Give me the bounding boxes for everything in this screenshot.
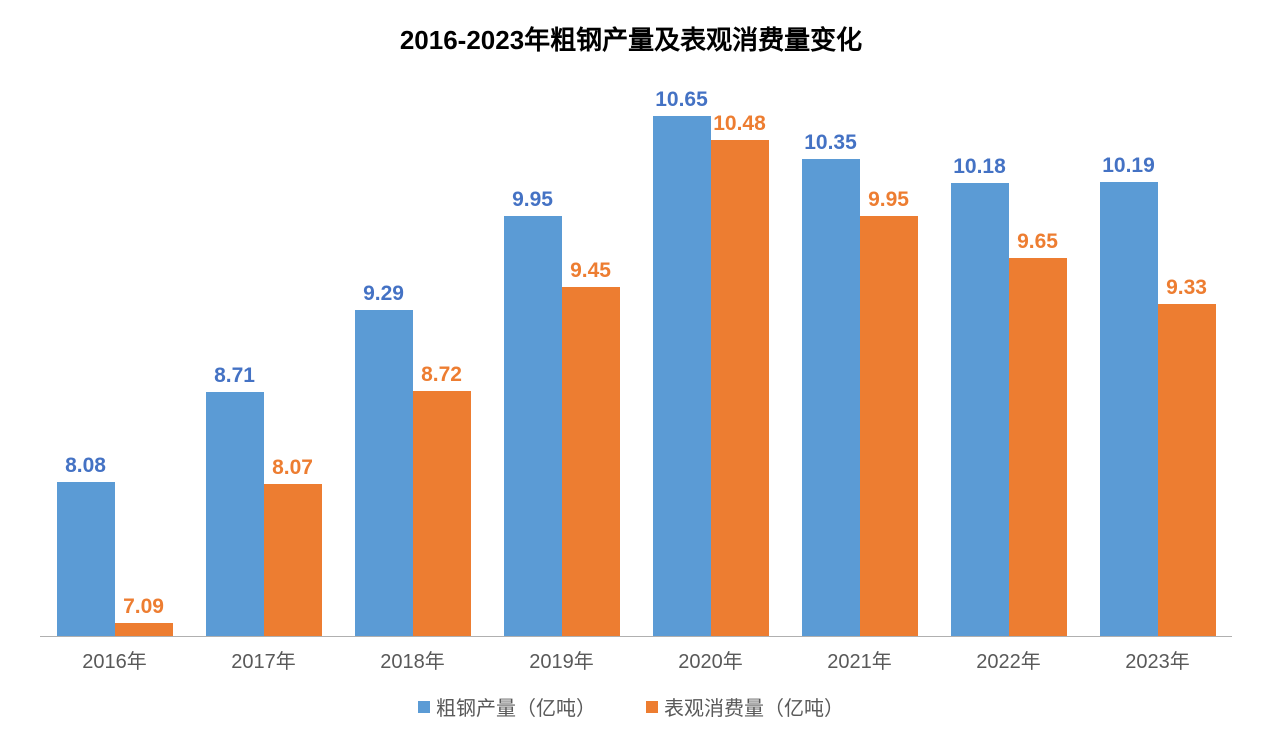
bar-value-label: 10.18 xyxy=(953,155,1006,179)
bar xyxy=(951,183,1009,636)
legend-item: 粗钢产量（亿吨） xyxy=(418,692,596,721)
bar xyxy=(57,482,115,636)
bar-group: 10.35 9.95 xyxy=(785,77,934,636)
bar xyxy=(653,116,711,636)
bar xyxy=(1009,258,1067,636)
bar-wrap: 8.07 xyxy=(264,77,322,636)
x-axis: 2016年2017年2018年2019年2020年2021年2022年2023年 xyxy=(40,645,1232,674)
x-axis-tick: 2020年 xyxy=(636,645,785,674)
bar xyxy=(355,310,413,636)
legend-label: 粗钢产量（亿吨） xyxy=(436,692,596,721)
bar-value-label: 9.65 xyxy=(1017,230,1058,254)
bar-wrap: 9.33 xyxy=(1158,77,1216,636)
bar-wrap: 8.08 xyxy=(57,77,115,636)
bar-value-label: 10.35 xyxy=(804,131,857,155)
bar-value-label: 10.48 xyxy=(713,112,766,136)
bar-value-label: 8.71 xyxy=(214,364,255,388)
bar-wrap: 10.65 xyxy=(653,77,711,636)
bar-value-label: 7.09 xyxy=(123,595,164,619)
bar xyxy=(504,216,562,636)
bar-group: 10.19 9.33 xyxy=(1083,77,1232,636)
chart-container: 2016-2023年粗钢产量及表观消费量变化 8.08 7.09 8.71 8.07 9… xyxy=(0,0,1262,740)
legend-swatch-icon xyxy=(646,701,658,713)
bar-group: 8.08 7.09 xyxy=(40,77,189,636)
x-axis-tick: 2022年 xyxy=(934,645,1083,674)
x-axis-tick: 2021年 xyxy=(785,645,934,674)
x-axis-tick: 2023年 xyxy=(1083,645,1232,674)
bar-value-label: 8.08 xyxy=(65,454,106,478)
bar-wrap: 10.48 xyxy=(711,77,769,636)
bar-wrap: 8.72 xyxy=(413,77,471,636)
x-axis-tick: 2019年 xyxy=(487,645,636,674)
bar xyxy=(562,287,620,636)
bar-value-label: 9.95 xyxy=(868,188,909,212)
bar-wrap: 10.18 xyxy=(951,77,1009,636)
bar xyxy=(413,391,471,636)
bar-value-label: 8.72 xyxy=(421,363,462,387)
plot-area: 8.087.098.718.079.298.729.959.4510.6510.… xyxy=(40,77,1232,637)
bar xyxy=(860,216,918,636)
bar-wrap: 7.09 xyxy=(115,77,173,636)
bar-group: 10.6510.48 xyxy=(636,77,785,636)
bar xyxy=(206,392,264,636)
bar-group: 8.71 8.07 xyxy=(189,77,338,636)
bar xyxy=(115,623,173,636)
bar xyxy=(264,484,322,636)
bar-value-label: 8.07 xyxy=(272,456,313,480)
chart-title: 2016-2023年粗钢产量及表观消费量变化 xyxy=(20,20,1242,57)
bar-group: 9.95 9.45 xyxy=(487,77,636,636)
legend-swatch-icon xyxy=(418,701,430,713)
bar-group: 10.18 9.65 xyxy=(934,77,1083,636)
x-axis-tick: 2016年 xyxy=(40,645,189,674)
bar-wrap: 9.45 xyxy=(562,77,620,636)
bar-value-label: 10.65 xyxy=(655,88,708,112)
bar-wrap: 10.35 xyxy=(802,77,860,636)
bar xyxy=(711,140,769,636)
bar-wrap: 9.95 xyxy=(860,77,918,636)
legend: 粗钢产量（亿吨） 表观消费量（亿吨） xyxy=(20,692,1242,721)
bar-value-label: 9.33 xyxy=(1166,276,1207,300)
bar-group: 9.29 8.72 xyxy=(338,77,487,636)
bar xyxy=(1100,182,1158,636)
bar-wrap: 8.71 xyxy=(206,77,264,636)
bar-wrap: 9.95 xyxy=(504,77,562,636)
bar xyxy=(1158,304,1216,636)
bar-wrap: 9.29 xyxy=(355,77,413,636)
bar xyxy=(802,159,860,636)
bar-wrap: 9.65 xyxy=(1009,77,1067,636)
x-axis-tick: 2018年 xyxy=(338,645,487,674)
bar-value-label: 9.45 xyxy=(570,259,611,283)
legend-item: 表观消费量（亿吨） xyxy=(646,692,844,721)
bar-groups: 8.087.098.718.079.298.729.959.4510.6510.… xyxy=(40,77,1232,636)
x-axis-tick: 2017年 xyxy=(189,645,338,674)
bar-value-label: 9.29 xyxy=(363,282,404,306)
bar-value-label: 10.19 xyxy=(1102,154,1155,178)
bar-wrap: 10.19 xyxy=(1100,77,1158,636)
legend-label: 表观消费量（亿吨） xyxy=(664,692,844,721)
bar-value-label: 9.95 xyxy=(512,188,553,212)
